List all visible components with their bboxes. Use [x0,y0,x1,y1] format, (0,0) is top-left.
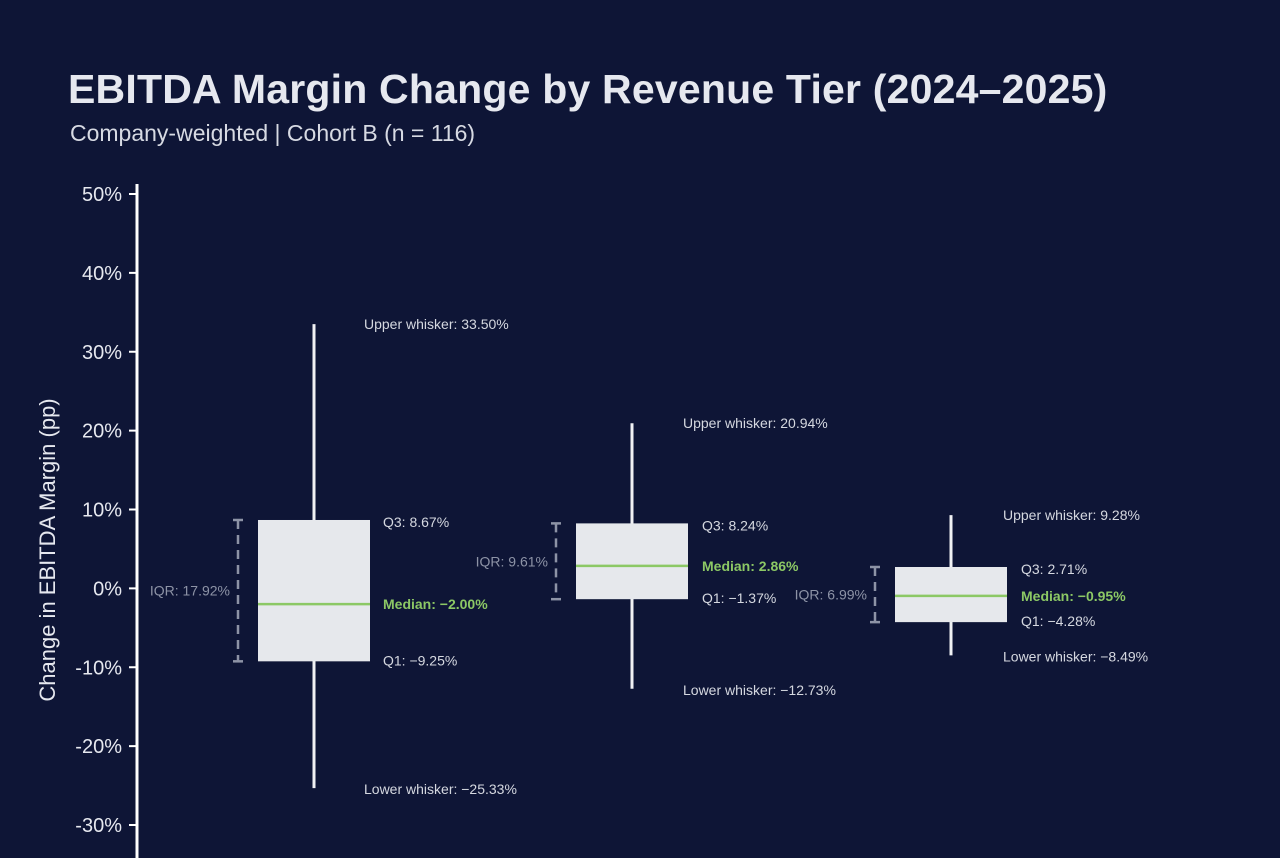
upper-whisker-label: Upper whisker: 9.28% [1003,507,1140,523]
y-tick-label: 30% [82,342,122,364]
upper-whisker-label: Upper whisker: 33.50% [364,316,509,332]
lower-whisker-label: Lower whisker: −8.49% [1003,648,1148,664]
iqr-box [576,523,688,600]
iqr-label: IQR: 9.61% [476,553,548,569]
lower-whisker-label: Lower whisker: −12.73% [683,682,836,698]
q1-label: Q1: −1.37% [702,590,776,606]
y-tick-label: 0% [93,578,122,600]
upper-whisker-label: Upper whisker: 20.94% [683,415,828,431]
y-tick-label: -30% [75,815,122,837]
median-label: Median: −0.95% [1021,588,1126,604]
y-tick-label: 20% [82,421,122,443]
q3-label: Q3: 8.67% [383,514,449,530]
iqr-label: IQR: 17.92% [150,583,230,599]
y-axis-label: Change in EBITDA Margin (pp) [35,398,60,701]
chart-title: EBITDA Margin Change by Revenue Tier (20… [68,66,1108,112]
iqr-box [258,519,370,662]
lower-whisker-label: Lower whisker: −25.33% [364,781,517,797]
iqr-label: IQR: 6.99% [795,587,867,603]
q1-label: Q1: −4.28% [1021,613,1095,629]
iqr-box [895,566,1007,623]
y-tick-label: 50% [82,184,122,206]
y-tick-label: -10% [75,657,122,679]
median-label: Median: −2.00% [383,596,488,612]
y-tick-label: 40% [82,263,122,285]
q3-label: Q3: 2.71% [1021,561,1087,577]
chart-subtitle: Company-weighted | Cohort B (n = 116) [70,120,476,146]
q1-label: Q1: −9.25% [383,652,457,668]
y-tick-label: 10% [82,500,122,522]
q3-label: Q3: 8.24% [702,517,768,533]
y-tick-label: -20% [75,736,122,758]
median-label: Median: 2.86% [702,558,799,574]
